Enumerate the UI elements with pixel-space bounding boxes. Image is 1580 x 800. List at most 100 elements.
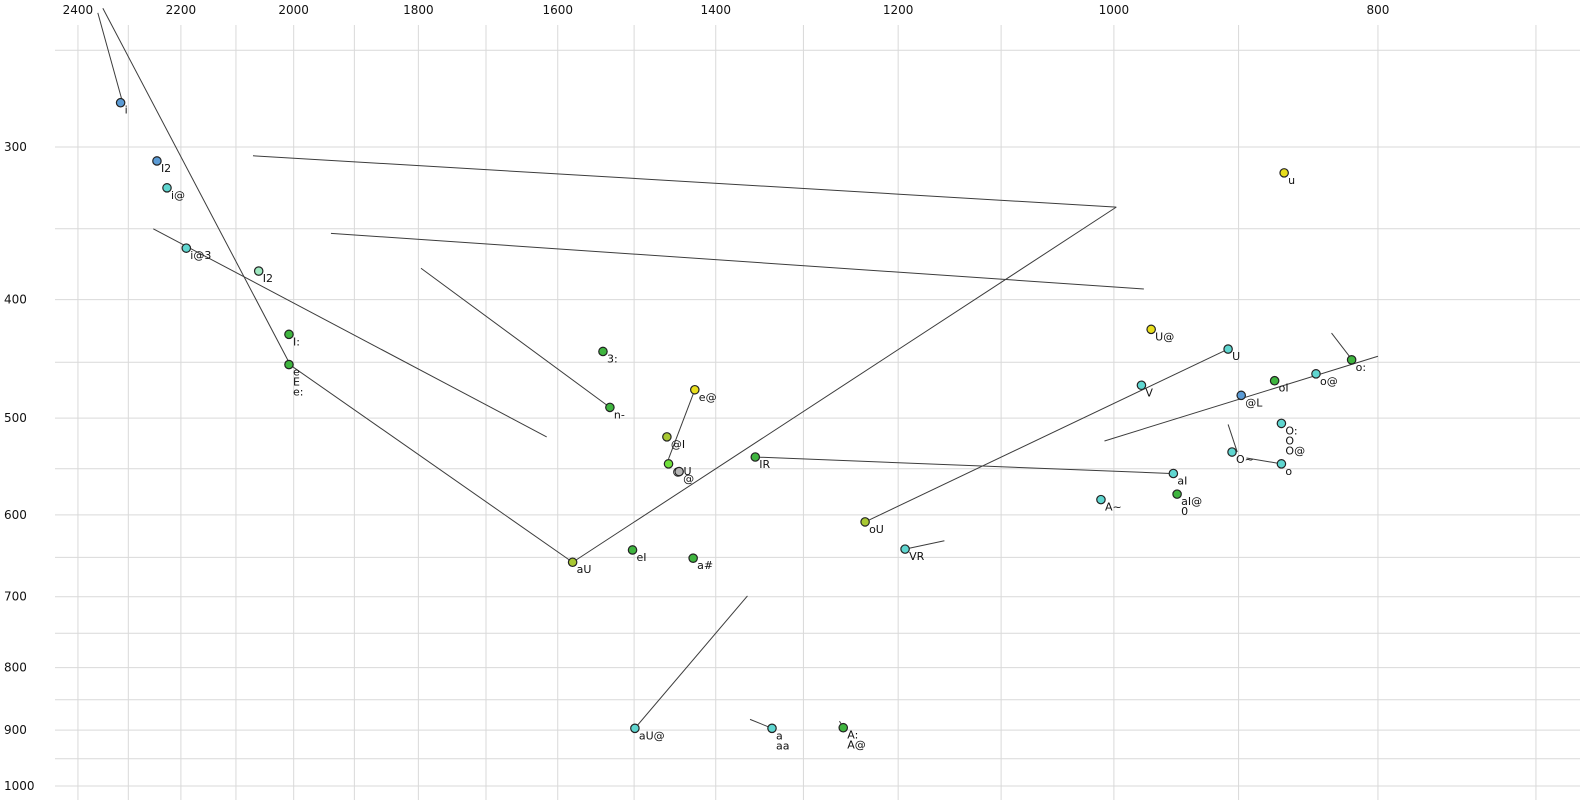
vowel-point-n-[interactable] <box>605 402 615 413</box>
gridlines <box>55 25 1580 800</box>
trajectory-line <box>289 364 573 563</box>
vowel-label: O~ <box>1236 453 1254 466</box>
vowel-label: A@ <box>847 739 866 752</box>
x-tick-label: 2400 <box>63 3 94 17</box>
vowel-label: aa <box>776 739 789 752</box>
vowel-label: i <box>125 104 128 117</box>
vowel-point-IR[interactable] <box>750 452 761 462</box>
vowel-label: aI <box>1177 475 1187 488</box>
y-tick-label: 800 <box>4 661 27 675</box>
vowel-label: I2 <box>263 272 273 285</box>
vowel-point-i[interactable] <box>115 97 126 108</box>
vowel-point-o[interactable] <box>1276 459 1287 469</box>
vowel-label: aI@ <box>1181 495 1202 508</box>
vowel-label: O: <box>1285 424 1297 437</box>
y-tick-label: 1000 <box>4 779 35 793</box>
vowel-label: i@3 <box>190 249 211 262</box>
vowel-label: oI <box>1279 382 1289 395</box>
vowel-point-aU@[interactable] <box>630 723 640 734</box>
vowel-point-VR[interactable] <box>900 544 910 554</box>
x-tick-label: 1600 <box>542 3 573 17</box>
vowel-point-@I[interactable] <box>662 432 672 442</box>
vowel-point-a[interactable] <box>767 723 777 734</box>
vowel-point-U@[interactable] <box>1146 324 1156 335</box>
trajectory-line <box>668 389 696 460</box>
vowel-point-A:[interactable] <box>838 722 849 733</box>
vowel-label: o@ <box>1320 375 1338 388</box>
vowel-point-O:[interactable] <box>1276 418 1287 429</box>
vowel-label: IR <box>759 458 770 471</box>
vowel-point-@L[interactable] <box>1236 390 1247 401</box>
vowel-label: u <box>1288 174 1295 187</box>
vowel-point-e@[interactable] <box>690 384 700 395</box>
vowel-label: U <box>1232 350 1240 363</box>
vowel-label: aU@ <box>639 729 665 742</box>
trajectory-line <box>864 348 1229 523</box>
x-tick-label: 1000 <box>1099 3 1130 17</box>
vowel-point-a#[interactable] <box>688 553 698 563</box>
x-tick-label: 2200 <box>166 3 197 17</box>
trajectory-line <box>153 228 547 438</box>
vowel-label: O@ <box>1285 444 1305 457</box>
vowel-point-aU[interactable] <box>567 557 578 568</box>
vowel-label: 3: <box>607 352 618 365</box>
axis-tick-labels: 2400 2200 2000 1800 1600 1400 1200 1000 800 300 40… <box>4 3 1389 793</box>
trajectory-lines <box>97 8 1379 729</box>
trajectory-line <box>252 155 1117 208</box>
vowel-point-eI[interactable] <box>627 545 638 555</box>
vowel-label: n- <box>614 408 625 421</box>
x-tick-label: 1400 <box>700 3 731 17</box>
vowel-label: oU <box>869 523 884 536</box>
vowel-label: e: <box>293 386 303 399</box>
vowel-point-V[interactable] <box>1136 380 1147 391</box>
vowel-label: U@ <box>1155 330 1174 343</box>
y-tick-label: 400 <box>4 293 27 307</box>
vowel-point-O~[interactable] <box>1227 447 1237 457</box>
vowel-label: O <box>1285 434 1294 447</box>
vowel-point-i@[interactable] <box>162 183 172 193</box>
vowel-label: I: <box>293 335 300 348</box>
vowel-point-u[interactable] <box>1279 168 1289 178</box>
vowel-point-i@3[interactable] <box>181 243 192 253</box>
vowel-point-I2[interactable] <box>253 266 264 276</box>
trajectory-line <box>102 8 290 364</box>
vowel-point-o:[interactable] <box>1346 355 1357 365</box>
vowel-label: @ <box>683 473 694 486</box>
y-tick-label: 700 <box>4 590 27 604</box>
vowel-label: i@ <box>171 189 185 202</box>
vowel-point-aI@[interactable] <box>1172 489 1182 499</box>
vowel-label: e@ <box>699 391 717 404</box>
vowel-point-oI[interactable] <box>1269 375 1280 386</box>
trajectory-line <box>330 232 1144 290</box>
vowel-point-A~[interactable] <box>1096 494 1106 505</box>
vowel-label: A~ <box>1105 501 1122 514</box>
vowel-point-@U[interactable] <box>663 459 674 469</box>
vowel-point-e[interactable] <box>284 359 294 370</box>
trajectory-line <box>754 456 1171 475</box>
x-tick-label: 1200 <box>883 3 914 17</box>
y-tick-label: 900 <box>4 723 27 737</box>
trajectory-line <box>634 595 748 729</box>
x-tick-label: 2000 <box>278 3 309 17</box>
vowel-point-oU[interactable] <box>860 517 870 527</box>
vowel-label: o: <box>1356 361 1366 374</box>
vowel-label: aU <box>577 563 592 576</box>
vowel-point-3:[interactable] <box>598 346 608 357</box>
vowel-point-I2[interactable] <box>152 156 162 166</box>
vowel-point-@[interactable] <box>674 466 684 477</box>
trajectory-line <box>572 206 1117 563</box>
vowel-point-U[interactable] <box>1223 344 1233 354</box>
trajectory-line <box>904 540 945 550</box>
vowel-point-o@[interactable] <box>1311 369 1321 379</box>
vowel-point-aI[interactable] <box>1168 468 1179 479</box>
vowel-label: VR <box>909 550 925 563</box>
x-tick-label: 1800 <box>403 3 434 17</box>
y-tick-label: 300 <box>4 140 27 154</box>
trajectory-line <box>420 267 611 408</box>
vowel-label: @L <box>1245 396 1263 409</box>
vowel-point-I:[interactable] <box>284 329 294 340</box>
y-tick-label: 600 <box>4 508 27 522</box>
vowel-label: V <box>1145 386 1153 399</box>
